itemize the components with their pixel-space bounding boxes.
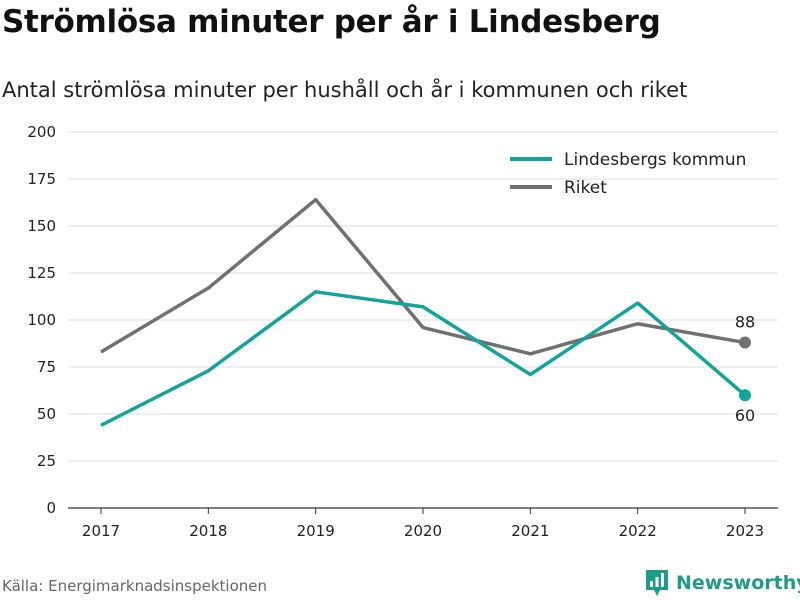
y-tick-label: 125 — [27, 264, 56, 282]
y-tick-label: 50 — [37, 405, 56, 423]
series-end-marker — [739, 336, 751, 349]
y-tick-label: 150 — [27, 217, 56, 235]
legend-label: Riket — [564, 178, 607, 198]
series-line — [100, 290, 747, 427]
x-tick-label: 2019 — [297, 522, 335, 540]
newsworthy-logo-icon — [646, 570, 668, 596]
y-tick-label: 200 — [27, 123, 56, 141]
chart-title: Strömlösa minuter per år i Lindesberg — [2, 4, 661, 40]
y-tick-label: 25 — [37, 452, 56, 470]
x-tick-label: 2017 — [82, 522, 120, 540]
y-tick-label: 75 — [37, 358, 56, 376]
legend-label: Lindesbergs kommun — [564, 150, 746, 170]
x-tick-label: 2022 — [619, 522, 657, 540]
brand-name: Newsworthy — [676, 572, 800, 594]
x-tick-label: 2023 — [726, 522, 764, 540]
brand-logo: Newsworthy — [644, 568, 800, 598]
chart-subtitle: Antal strömlösa minuter per hushåll och … — [2, 78, 688, 102]
x-tick-label: 2021 — [511, 522, 549, 540]
source-note: Källa: Energimarknadsinspektionen — [2, 577, 268, 595]
y-tick-label: 100 — [27, 311, 56, 329]
x-tick-label: 2020 — [404, 522, 442, 540]
y-tick-label: 0 — [46, 499, 56, 517]
series-line — [100, 197, 746, 356]
y-tick-label: 175 — [27, 170, 56, 188]
data-label: 88 — [735, 313, 755, 332]
series-end-marker — [739, 389, 751, 402]
data-label: 60 — [735, 406, 755, 425]
x-tick-label: 2018 — [189, 522, 227, 540]
